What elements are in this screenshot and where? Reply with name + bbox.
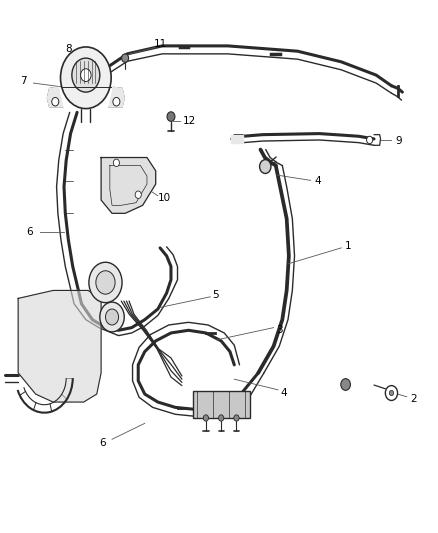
Circle shape — [219, 415, 224, 421]
Circle shape — [81, 69, 91, 82]
Text: 6: 6 — [27, 227, 33, 237]
Circle shape — [52, 98, 59, 106]
Circle shape — [203, 415, 208, 421]
Circle shape — [385, 385, 398, 400]
Circle shape — [60, 47, 111, 109]
Bar — [193, 391, 250, 418]
Circle shape — [96, 271, 115, 294]
Circle shape — [234, 415, 239, 421]
Text: 12: 12 — [183, 116, 196, 126]
Text: 2: 2 — [410, 394, 417, 405]
Text: 4: 4 — [280, 388, 287, 398]
Polygon shape — [109, 87, 124, 107]
Text: 8: 8 — [65, 44, 72, 53]
Text: 1: 1 — [345, 241, 351, 251]
Text: 7: 7 — [20, 77, 27, 86]
Circle shape — [122, 54, 129, 62]
Circle shape — [260, 160, 271, 173]
Polygon shape — [231, 135, 243, 143]
Polygon shape — [18, 290, 101, 402]
Circle shape — [72, 58, 100, 92]
Circle shape — [100, 302, 124, 332]
Circle shape — [113, 159, 120, 166]
Text: 4: 4 — [314, 176, 321, 187]
Polygon shape — [47, 87, 63, 107]
Circle shape — [341, 378, 350, 390]
Circle shape — [367, 136, 373, 144]
Text: 3: 3 — [276, 325, 283, 335]
Circle shape — [113, 98, 120, 106]
Circle shape — [89, 262, 122, 303]
Circle shape — [135, 191, 141, 198]
Circle shape — [106, 309, 119, 325]
Circle shape — [167, 112, 175, 122]
Text: 9: 9 — [396, 135, 402, 146]
Text: 11: 11 — [153, 39, 167, 49]
Circle shape — [389, 390, 394, 395]
Text: 5: 5 — [212, 289, 219, 300]
Polygon shape — [101, 158, 155, 213]
Text: 6: 6 — [99, 438, 106, 448]
Text: 10: 10 — [158, 193, 171, 204]
